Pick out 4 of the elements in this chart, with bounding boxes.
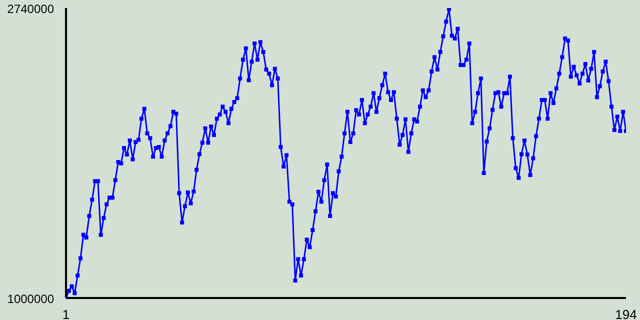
y-tick-label: 1000000 <box>7 292 54 306</box>
x-tick-label: 194 <box>615 307 637 320</box>
y-tick-label: 2740000 <box>7 2 54 16</box>
x-tick-label: 1 <box>62 307 70 320</box>
